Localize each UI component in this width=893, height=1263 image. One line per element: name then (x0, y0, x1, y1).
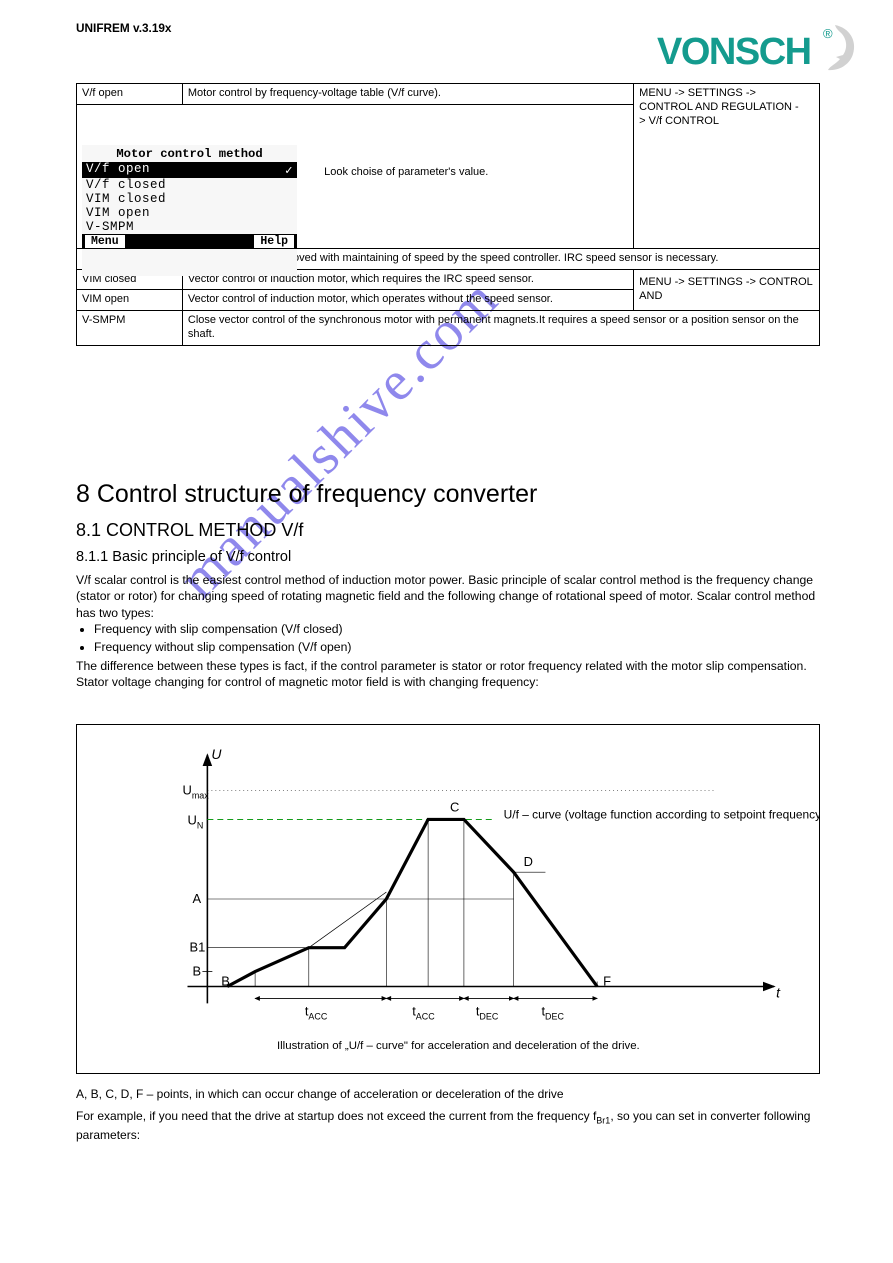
paragraph: A, B, C, D, F – points, in which can occ… (76, 1086, 820, 1102)
lcd-item: VIM open (82, 206, 297, 220)
vf-diagram: U t Umax UN A B1 B (76, 724, 820, 1074)
brand-logo: VONSCH ® (657, 22, 857, 74)
t3: tDEC (476, 1003, 499, 1021)
lcd-selected: V/f open ✓ (82, 162, 297, 178)
axis-t: t (776, 984, 781, 1000)
label-D: D (524, 854, 533, 869)
cell: VIM open (77, 290, 183, 311)
label-A: A (192, 891, 201, 906)
h2: 8.1 CONTROL METHOD V/f (76, 518, 820, 542)
list-item: Frequency without slip compensation (V/f… (94, 639, 820, 655)
path-line: CONTROL AND REGULATION - (639, 101, 814, 115)
label-UN: UN (187, 812, 203, 830)
cell: MENU -> SETTINGS -> CONTROL AND REGULATI… (634, 84, 820, 249)
caption: Illustration of „U/f – curve" for accele… (277, 1040, 640, 1052)
cell: Close vector control of the synchronous … (182, 311, 819, 346)
svg-text:®: ® (823, 26, 833, 41)
lcd-title: Motor control method (82, 145, 297, 162)
lcd-item: V-SMPM (82, 220, 297, 234)
section-8: 8 Control structure of frequency convert… (76, 472, 820, 691)
axis-U: U (211, 746, 222, 762)
logo-text: VONSCH (657, 31, 811, 73)
path-line: > V/f CONTROL (639, 115, 814, 129)
cell: Vector control of induction motor, which… (182, 290, 633, 311)
t2: tACC (412, 1003, 435, 1021)
check-icon: ✓ (285, 162, 293, 178)
label-Umax: Umax (183, 783, 210, 801)
label-F: F (603, 974, 611, 989)
lcd-menu: Menu (85, 235, 125, 248)
under-block: A, B, C, D, F – points, in which can occ… (76, 1086, 820, 1143)
label-C: C (450, 800, 459, 815)
label-B: B (192, 964, 201, 979)
h3: 8.1.1 Basic principle of V/f control (76, 548, 820, 568)
page-title: UNIFREM v.3.19x (76, 21, 172, 35)
lcd-item: VIM closed (82, 192, 297, 206)
cell: V/f open (77, 84, 183, 105)
t1: tACC (305, 1003, 328, 1021)
paragraph: Stator voltage changing for control of m… (76, 674, 820, 690)
curve-eq: U/f – curve (voltage function according … (504, 807, 819, 821)
label-B1: B1 (189, 940, 205, 955)
paragraph: The difference between these types is fa… (76, 658, 820, 674)
lcd-item: V/f closed (82, 178, 297, 192)
cell-note: Look choise of parameter's value. (324, 166, 624, 180)
lcd-help: Help (254, 235, 294, 248)
paragraph: V/f scalar control is the easiest contro… (76, 572, 820, 621)
lcd-panel: Motor control method V/f open ✓ V/f clos… (82, 145, 297, 276)
cell: V-SMPM (77, 311, 183, 346)
cell: MENU -> SETTINGS -> CONTROL AND (634, 269, 820, 311)
paragraph: For example, if you need that the drive … (76, 1108, 820, 1143)
path-line: MENU -> SETTINGS -> (639, 87, 814, 101)
lcd-selected-text: V/f open (86, 162, 150, 178)
h1: 8 Control structure of frequency convert… (76, 478, 820, 512)
cell: Motor control by frequency-voltage table… (182, 84, 633, 105)
list-item: Frequency with slip compensation (V/f cl… (94, 621, 820, 637)
t4: tDEC (541, 1003, 564, 1021)
label-B-start: B (221, 974, 230, 989)
